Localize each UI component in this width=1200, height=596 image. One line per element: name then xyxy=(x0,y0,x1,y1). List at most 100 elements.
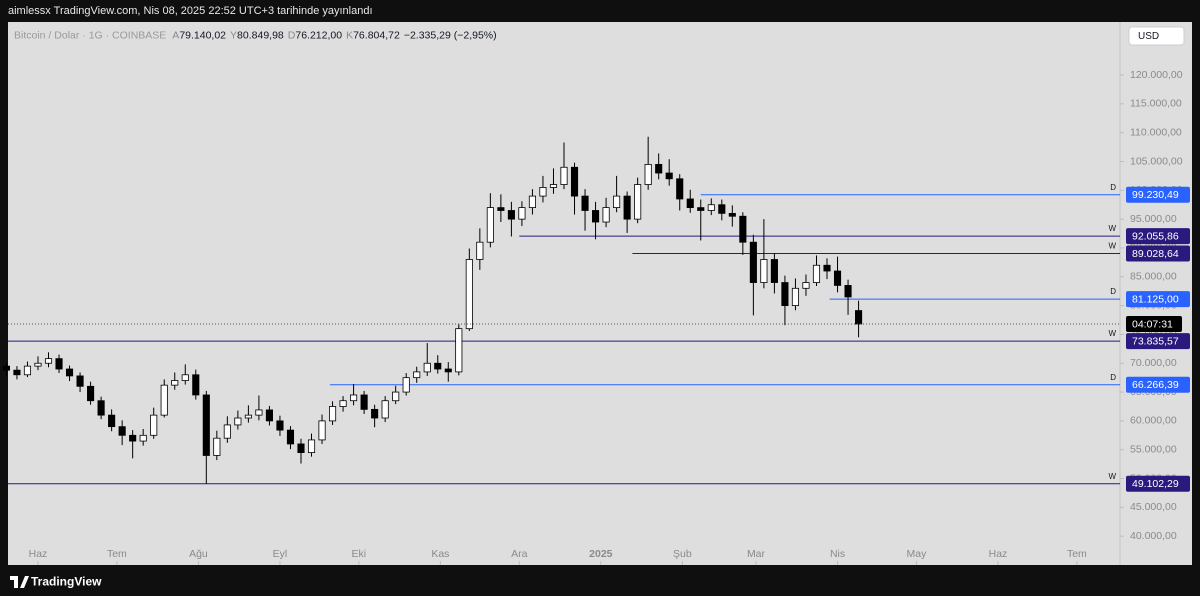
candle-body xyxy=(823,264,831,272)
candle-body xyxy=(760,259,768,283)
level-label: 73.835,57 xyxy=(1132,335,1179,347)
level-label: 49.102,29 xyxy=(1132,478,1179,490)
y-tick-label: 95.000,00 xyxy=(1130,213,1177,225)
candle-body xyxy=(507,210,515,220)
candle-body xyxy=(423,362,431,373)
candle-body xyxy=(549,184,558,188)
change: −2.335,29 (−2,95%) xyxy=(404,29,497,41)
logo xyxy=(10,576,29,588)
candle-body xyxy=(108,414,116,428)
candle-body xyxy=(129,434,137,442)
x-tick-label: Eyl xyxy=(273,548,288,560)
candle-body xyxy=(13,369,21,376)
candle-body xyxy=(234,417,242,426)
level-timeframe: W xyxy=(1108,242,1116,251)
candle-body xyxy=(434,362,442,370)
y-tick-label: 110.000,00 xyxy=(1130,126,1182,138)
level-label: 89.028,64 xyxy=(1132,248,1179,260)
candle-body xyxy=(802,282,810,289)
y-tick-label: 40.000,00 xyxy=(1130,530,1177,542)
candle-body xyxy=(139,434,147,442)
candle-body xyxy=(855,310,863,325)
y-tick-label: 60.000,00 xyxy=(1130,415,1177,427)
candle-body xyxy=(644,163,652,185)
candle-body xyxy=(812,264,821,283)
candle-body xyxy=(844,285,852,298)
x-tick-label: Ara xyxy=(511,548,528,560)
candle-body xyxy=(444,368,452,373)
candle-body xyxy=(44,358,53,364)
x-tick-label: Kas xyxy=(431,548,449,560)
candle-body xyxy=(171,380,179,386)
candle-body xyxy=(560,166,568,185)
candle-body xyxy=(676,178,684,200)
x-tick-label: Tem xyxy=(1067,548,1087,560)
candle-body xyxy=(634,184,642,220)
candle-body xyxy=(539,187,547,197)
y-tick-label: 120.000,00 xyxy=(1130,69,1183,81)
candle-body xyxy=(371,408,379,419)
candle-body xyxy=(581,195,589,211)
candle-body xyxy=(265,409,273,422)
candle-body xyxy=(476,241,484,260)
ohlc-value: 80.849,98 xyxy=(237,29,284,41)
candle-body xyxy=(55,358,63,370)
x-tick-label: Ağu xyxy=(189,548,208,560)
y-tick-label: 105.000,00 xyxy=(1130,155,1183,167)
candle-body xyxy=(781,282,789,307)
candle-body xyxy=(791,287,800,307)
publisher: aimlessx TradingView.com, Nis 08, 2025 2… xyxy=(8,5,373,17)
symbol: Bitcoin / Dolar · 1G · COINBASE xyxy=(14,29,166,41)
level-label-bg xyxy=(1126,376,1190,393)
countdown-bg xyxy=(1126,316,1182,333)
candle-body xyxy=(739,215,747,243)
y-tick-label: 85.000,00 xyxy=(1130,271,1177,283)
candle-body xyxy=(65,368,74,377)
candle-body xyxy=(665,172,673,180)
candle-body xyxy=(360,394,368,410)
candle-body xyxy=(455,328,463,373)
candle-body xyxy=(465,259,473,330)
x-tick-label: Tem xyxy=(107,548,127,560)
candle-body xyxy=(697,207,705,211)
x-tick-label: Haz xyxy=(29,548,48,560)
candle-body xyxy=(255,409,263,416)
candle-body xyxy=(202,394,210,456)
level-timeframe: D xyxy=(1110,373,1116,382)
x-tick-label: Haz xyxy=(989,548,1008,560)
y-tick-label: 45.000,00 xyxy=(1130,501,1177,513)
plot-background xyxy=(8,22,1192,565)
level-timeframe: W xyxy=(1108,224,1116,233)
candle-body xyxy=(213,437,221,456)
level-label: 99.230,49 xyxy=(1132,189,1179,201)
currency-button[interactable] xyxy=(1128,26,1185,46)
y-tick-label: 55.000,00 xyxy=(1130,443,1177,455)
level-label: 92.055,86 xyxy=(1132,230,1179,242)
candle-body xyxy=(223,424,231,439)
x-tick-label: Nis xyxy=(830,548,845,560)
candle-body xyxy=(833,270,842,286)
candle-body xyxy=(244,414,252,419)
candle-body xyxy=(2,365,10,371)
candle-body xyxy=(602,207,610,223)
candle-body xyxy=(392,391,400,402)
logo-icon xyxy=(10,576,29,588)
candle-body xyxy=(34,362,42,367)
ohlc-value: 76.804,72 xyxy=(353,29,400,41)
y-tick-label: 115.000,00 xyxy=(1130,98,1182,110)
candle-body xyxy=(497,207,505,211)
ohlc-key: Y xyxy=(230,29,237,41)
x-tick-label: 2025 xyxy=(589,548,613,560)
candle-body xyxy=(150,414,158,436)
candle-body xyxy=(749,241,757,283)
level-timeframe: D xyxy=(1110,183,1116,192)
currency[interactable]: USD xyxy=(1138,31,1159,42)
candle-body xyxy=(297,443,305,453)
ohlc-key: K xyxy=(346,29,353,41)
x-tick-label: Şub xyxy=(673,548,692,560)
candle-body xyxy=(570,166,579,197)
ohlc-key: A xyxy=(172,29,179,41)
candle-body xyxy=(328,406,337,422)
level-timeframe: D xyxy=(1110,287,1116,296)
level-timeframe: W xyxy=(1108,329,1116,338)
